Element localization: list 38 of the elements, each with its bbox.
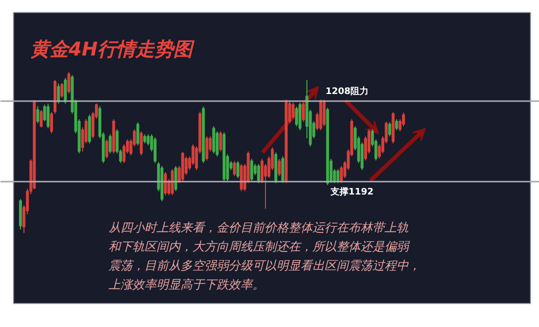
text: 黄金4H行情走势图 (30, 38, 196, 60)
candlestick (122, 144, 126, 164)
candlestick (292, 102, 295, 120)
candlestick (219, 130, 222, 152)
candlestick (136, 122, 140, 146)
candlestick (57, 83, 60, 104)
candlestick (164, 172, 167, 196)
candlestick (143, 134, 146, 144)
annotation: 震荡，目前从多空强弱分级可以明显看出区间震荡过程中， (108, 258, 420, 272)
candlestick (60, 82, 64, 98)
candlestick (322, 99, 326, 127)
annotation: 从四小时上线来看，金价目前价格整体运行在布林带上轨 (108, 220, 408, 234)
candlestick (64, 77, 67, 104)
candlestick (336, 168, 340, 184)
candlestick (170, 168, 174, 196)
ref-line-label: 1208阻力 (326, 86, 369, 98)
candlestick (146, 134, 150, 146)
candlestick (184, 156, 188, 176)
candlestick (216, 130, 219, 157)
candlestick (395, 118, 398, 131)
candlestick (240, 164, 243, 192)
annotation: 和下轨区间内，大方向周线压制还在，所以整体还是偏弱 (108, 240, 410, 254)
candlestick (250, 158, 254, 182)
candlestick (302, 102, 305, 122)
candlestick (50, 112, 54, 134)
candlestick (154, 136, 157, 164)
candlestick (236, 160, 240, 179)
candlestick (46, 103, 50, 129)
candlestick (232, 160, 236, 177)
candlestick (257, 164, 260, 184)
candlestick (388, 122, 392, 137)
candlestick (298, 102, 302, 131)
candlestick (192, 144, 194, 166)
candlestick (67, 71, 70, 94)
candlestick (295, 106, 298, 127)
candlestick (205, 136, 208, 161)
ref-line-label: 支撑1192 (330, 186, 374, 198)
annotation: 上涨效率明显高于下跌效率。 (108, 278, 264, 292)
